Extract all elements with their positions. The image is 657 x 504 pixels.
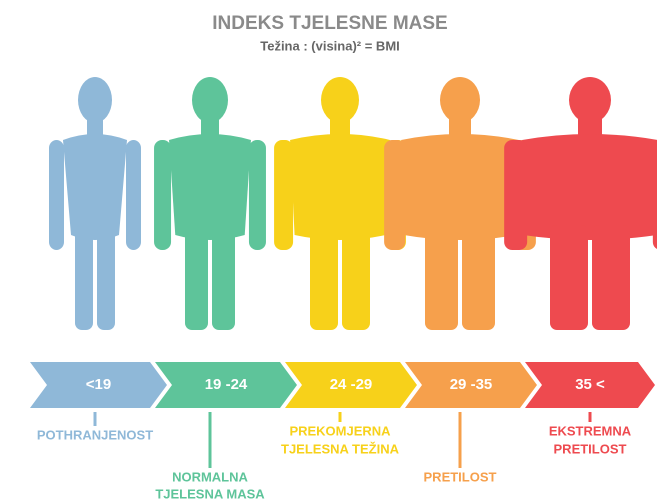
leg-right (212, 225, 235, 330)
subtitle: Težina : (visina)² = BMI (260, 38, 400, 53)
leg-right (462, 225, 495, 330)
head (321, 77, 359, 123)
head (440, 77, 480, 123)
arm-right (126, 140, 141, 250)
torso (63, 134, 127, 240)
leg-right (342, 225, 370, 330)
head (192, 77, 228, 123)
class-label: TJELESNA TEŽINA (281, 441, 400, 456)
class-label: PREKOMJERNA (289, 423, 391, 438)
torso (401, 134, 519, 240)
arm-left (154, 140, 171, 250)
neck (330, 118, 350, 136)
class-label: EKSTREMNA (549, 423, 632, 438)
class-label: TJELESNA MASA (155, 486, 265, 501)
range-label: 35 < (575, 376, 605, 393)
leg-left (425, 225, 458, 330)
arm-left (274, 140, 293, 250)
range-label: 24 -29 (330, 376, 373, 393)
class-label: POTHRANJENOST (37, 427, 153, 442)
title: INDEKS TJELESNE MASE (212, 13, 447, 34)
neck (87, 118, 103, 136)
arm-left (384, 140, 405, 250)
class-label: NORMALNA (172, 469, 248, 484)
neck (449, 118, 471, 136)
bmi-infographic: INDEKS TJELESNE MASE Težina : (visina)² … (0, 0, 657, 504)
leg-left (185, 225, 208, 330)
neck (201, 118, 219, 136)
head (569, 77, 611, 123)
torso (290, 134, 390, 240)
leg-left (75, 225, 93, 330)
torso (522, 134, 657, 240)
leg-right (592, 225, 630, 330)
class-label: PRETILOST (554, 441, 627, 456)
arm-left (49, 140, 64, 250)
torso (169, 134, 251, 240)
head (78, 77, 112, 123)
leg-left (310, 225, 338, 330)
arm-right (653, 140, 657, 250)
class-label: PRETILOST (424, 469, 497, 484)
range-label: 19 -24 (205, 376, 248, 393)
range-label: 29 -35 (450, 376, 493, 393)
leg-right (97, 225, 115, 330)
range-label: <19 (86, 376, 111, 393)
neck (578, 118, 602, 136)
arm-right (249, 140, 266, 250)
arm-left (504, 140, 527, 250)
leg-left (550, 225, 588, 330)
